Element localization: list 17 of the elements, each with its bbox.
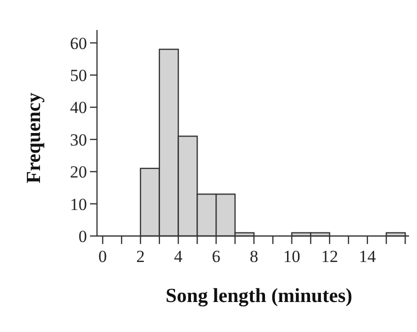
x-tick-label: 6 — [212, 247, 220, 266]
x-tick-label: 14 — [358, 247, 376, 266]
x-axis-title: Song length (minutes) — [166, 285, 352, 307]
x-tick-label: 8 — [250, 247, 258, 266]
x-tick-label: 4 — [174, 247, 184, 266]
y-tick-label: 60 — [70, 34, 87, 53]
y-tick-label: 10 — [70, 194, 87, 214]
y-axis-title: Frequency — [23, 92, 45, 184]
y-tick-label: 40 — [70, 98, 87, 118]
y-tick-label: 0 — [78, 226, 87, 246]
x-tick-label: 10 — [283, 247, 300, 266]
y-tick-label: 30 — [70, 130, 87, 150]
x-tick-label: 12 — [321, 247, 338, 266]
y-tick-label: 20 — [70, 162, 87, 182]
x-tick-label: 2 — [136, 247, 145, 266]
x-tick-label: 0 — [98, 247, 107, 266]
y-tick-label: 50 — [70, 66, 87, 86]
